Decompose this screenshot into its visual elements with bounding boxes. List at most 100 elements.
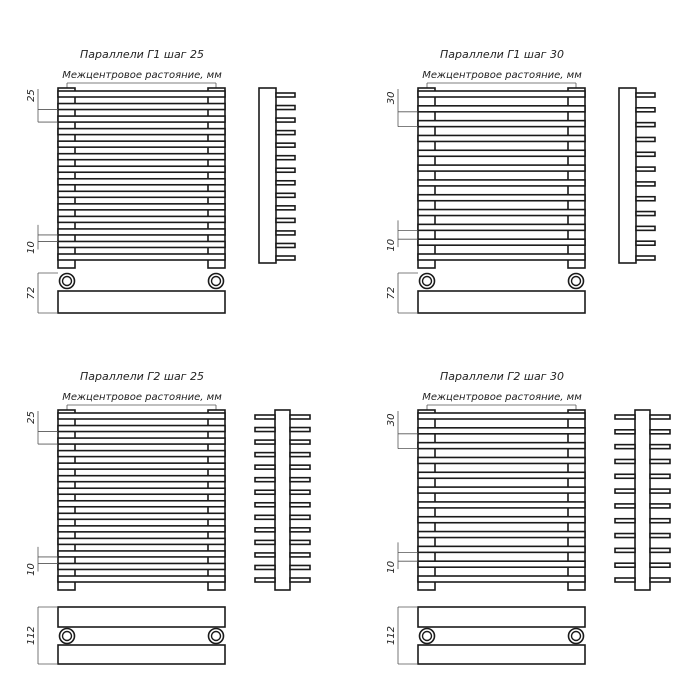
bar	[57, 512, 226, 521]
bar	[417, 134, 586, 143]
bottom-collector	[57, 290, 226, 314]
right-collector	[567, 87, 586, 269]
side-bar	[649, 429, 671, 435]
side-bar	[289, 464, 311, 470]
side-bar	[254, 464, 276, 470]
depth-dim-label: 72	[386, 287, 397, 300]
side-bar	[635, 210, 656, 217]
bottom-collector	[417, 290, 586, 314]
side-bar	[635, 166, 656, 172]
side-bar	[614, 562, 636, 568]
bar	[417, 253, 586, 261]
side-bar	[289, 489, 311, 496]
side-bar	[254, 414, 276, 420]
left-collector	[417, 409, 436, 591]
bar	[57, 412, 226, 420]
front-view	[417, 87, 586, 269]
bar	[57, 437, 226, 445]
bottom-collector-bottom	[417, 644, 586, 665]
bar	[57, 550, 226, 558]
panel-title: Параллели Г1 шаг 30	[440, 48, 564, 61]
bar	[57, 240, 226, 249]
panel-3: Параллели Г2 шаг 25 Межцентровое растояни…	[26, 370, 311, 665]
bar	[417, 412, 586, 420]
panel-2: Параллели Г1 шаг 30 Межцентровое растояни…	[386, 48, 656, 314]
bar	[57, 537, 226, 546]
side-bar	[614, 577, 636, 583]
side-collector	[258, 87, 277, 264]
bar	[57, 190, 226, 199]
bar	[417, 193, 586, 202]
panel-title: Параллели Г2 шаг 25	[80, 370, 204, 383]
bar	[57, 90, 226, 98]
side-bar	[289, 527, 311, 533]
side-bar	[289, 539, 311, 546]
bar	[417, 119, 586, 128]
bottom-view	[57, 272, 226, 314]
side-bar	[275, 104, 296, 111]
front-view	[417, 409, 586, 591]
bar	[57, 115, 226, 123]
side-bar	[254, 439, 276, 445]
step-dim-label: 30	[386, 413, 397, 426]
side-bar	[635, 255, 656, 261]
side-bar	[254, 577, 276, 583]
side-bar	[289, 552, 311, 558]
connection-inner	[210, 630, 222, 642]
side-bar	[649, 414, 671, 420]
side-bar	[275, 230, 296, 236]
side-bar	[254, 451, 276, 458]
bar	[57, 499, 226, 508]
gap-dim-label: 10	[386, 239, 397, 252]
side-view	[614, 409, 671, 591]
connection-inner	[61, 275, 73, 287]
side-bar	[649, 517, 671, 524]
bottom-view	[417, 606, 586, 665]
side-bar	[635, 181, 656, 187]
bar	[417, 223, 586, 232]
side-bar	[254, 527, 276, 533]
bottom-collector-top	[57, 606, 226, 628]
connection-inner	[421, 275, 433, 287]
gap-dim-label: 10	[26, 241, 37, 254]
step-dim-label: 30	[386, 91, 397, 104]
bar	[417, 238, 586, 246]
bar	[417, 515, 586, 524]
bar	[57, 253, 226, 261]
side-bar	[614, 517, 636, 524]
bar	[417, 149, 586, 158]
side-bar	[614, 532, 636, 539]
side-bar	[649, 473, 671, 480]
front-view	[57, 87, 226, 269]
bar	[57, 215, 226, 224]
depth-dim-label: 72	[26, 287, 37, 300]
center-distance-label: Межцентровое растояние, мм	[62, 392, 222, 403]
side-bar	[614, 473, 636, 480]
side-bar	[614, 429, 636, 435]
side-bar	[635, 92, 656, 98]
bottom-collector-top	[417, 606, 586, 628]
side-bar	[614, 547, 636, 554]
side-bar	[649, 503, 671, 509]
bottom-view	[417, 272, 586, 314]
center-distance-label: Межцентровое растояние, мм	[62, 70, 222, 81]
bottom-collector-bottom	[57, 644, 226, 665]
side-bar	[649, 443, 671, 450]
bar	[417, 164, 586, 172]
bar	[417, 179, 586, 187]
side-bar	[254, 489, 276, 496]
bar	[57, 203, 226, 211]
side-bar	[289, 414, 311, 420]
gap-dim-label: 10	[386, 561, 397, 574]
side-bar	[635, 121, 656, 128]
connection-inner	[61, 630, 73, 642]
side-collector	[274, 409, 291, 591]
connection-inner	[421, 630, 433, 642]
side-view	[618, 87, 656, 264]
bar	[417, 560, 586, 568]
bar	[57, 449, 226, 458]
depth-dim-label: 112	[26, 626, 37, 645]
bar	[417, 90, 586, 98]
bar	[57, 424, 226, 433]
side-bar	[254, 501, 276, 508]
